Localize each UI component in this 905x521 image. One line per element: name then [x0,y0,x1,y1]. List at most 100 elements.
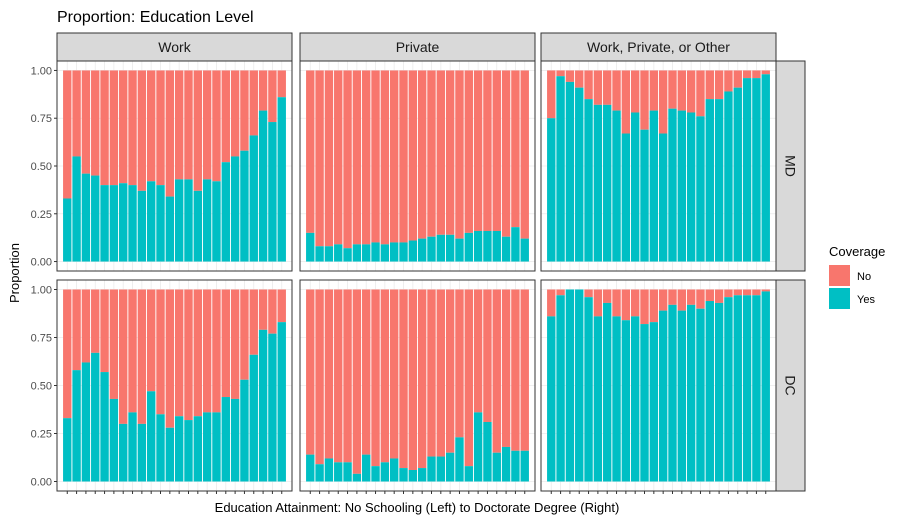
bar-no [593,70,603,105]
bar-no [464,289,473,467]
bar-no [371,70,380,243]
bar-yes [501,446,511,482]
bar-yes [221,162,230,262]
bar-no [324,70,334,247]
bar-no [109,70,119,186]
bar-yes [174,179,184,262]
bar-no [230,70,240,157]
bar-no [417,289,427,469]
bar-yes [371,242,380,262]
y-tick-label: 0.00 [31,477,52,489]
bar-yes [258,110,268,262]
bar-no [705,289,714,302]
facet-panel [299,60,536,272]
bar-no [752,289,761,296]
bar-yes [677,310,687,482]
bar-yes [724,297,733,482]
bar-no [501,70,511,237]
bar-yes [277,97,286,262]
bar-no [324,289,334,459]
panel-border [299,279,536,492]
legend-label-no: No [857,271,871,283]
bar-no [621,70,631,134]
bar-no [156,70,165,186]
bar-yes [547,118,556,262]
bar-no [511,70,520,228]
bar-yes [109,398,119,482]
bar-no [668,70,677,109]
legend-label-yes: Yes [857,294,875,306]
bar-no [640,289,649,325]
bar-no [436,70,446,235]
bar-yes [556,76,565,262]
bar-yes [464,466,473,482]
facet-panel [299,279,536,492]
bar-yes [277,322,286,482]
bar-no [612,289,621,317]
bar-yes [230,156,240,262]
bar-no [464,70,473,233]
bar-yes [668,304,677,482]
bar-yes [362,454,371,482]
bar-yes [315,464,324,482]
facet-strip-label: Work, Private, or Other [587,39,730,55]
bar-no [249,70,258,136]
bar-no [556,289,565,296]
bar-yes [575,289,584,482]
bar-no [174,70,184,180]
y-tick-label: 0.75 [31,332,52,344]
bar-no [212,289,221,413]
bar-no [630,70,640,113]
bar-yes [334,462,343,482]
bar-no [306,289,315,455]
bar-no [91,70,100,176]
bar-yes [399,468,408,482]
bar-yes [240,379,249,482]
bar-no [445,289,455,453]
bar-no [277,70,286,98]
facet-strip-column [299,32,536,62]
legend-swatch-yes [829,288,850,309]
y-axis-title: Proportion [7,243,22,303]
bar-no [584,70,593,100]
bar-no [258,289,268,330]
bar-yes [128,412,137,482]
bar-yes [165,427,175,482]
bar-yes [324,246,334,262]
bar-yes [752,295,761,482]
facet-strip-label: Work [158,39,191,55]
bar-no [492,289,501,453]
bar-no [473,289,483,413]
bar-no [202,70,212,180]
bar-no [72,70,81,157]
bar-yes [202,179,212,262]
bar-no [733,289,742,296]
bar-no [649,289,659,323]
bar-no [714,70,724,100]
bar-no [315,289,324,465]
bar-yes [445,452,455,482]
bar-yes [696,308,705,482]
bar-yes [334,244,343,262]
bar-yes [72,156,81,262]
bar-no [761,289,770,292]
bar-no [483,70,492,231]
bar-yes [193,416,203,482]
bar-no [483,289,492,422]
bar-yes [91,352,100,482]
bar-no [427,70,436,237]
bar-yes [230,398,240,482]
bar-no [603,70,612,105]
bar-yes [258,329,268,482]
bar-yes [119,183,128,262]
bar-no [705,70,714,100]
bar-yes [100,185,109,262]
bar-no [724,70,733,92]
bar-no [686,70,696,113]
bar-no [565,70,575,82]
bar-yes [184,179,193,262]
bar-yes [193,190,203,262]
bar-yes [705,99,714,262]
bar-yes [640,324,649,482]
bar-no [371,289,380,467]
